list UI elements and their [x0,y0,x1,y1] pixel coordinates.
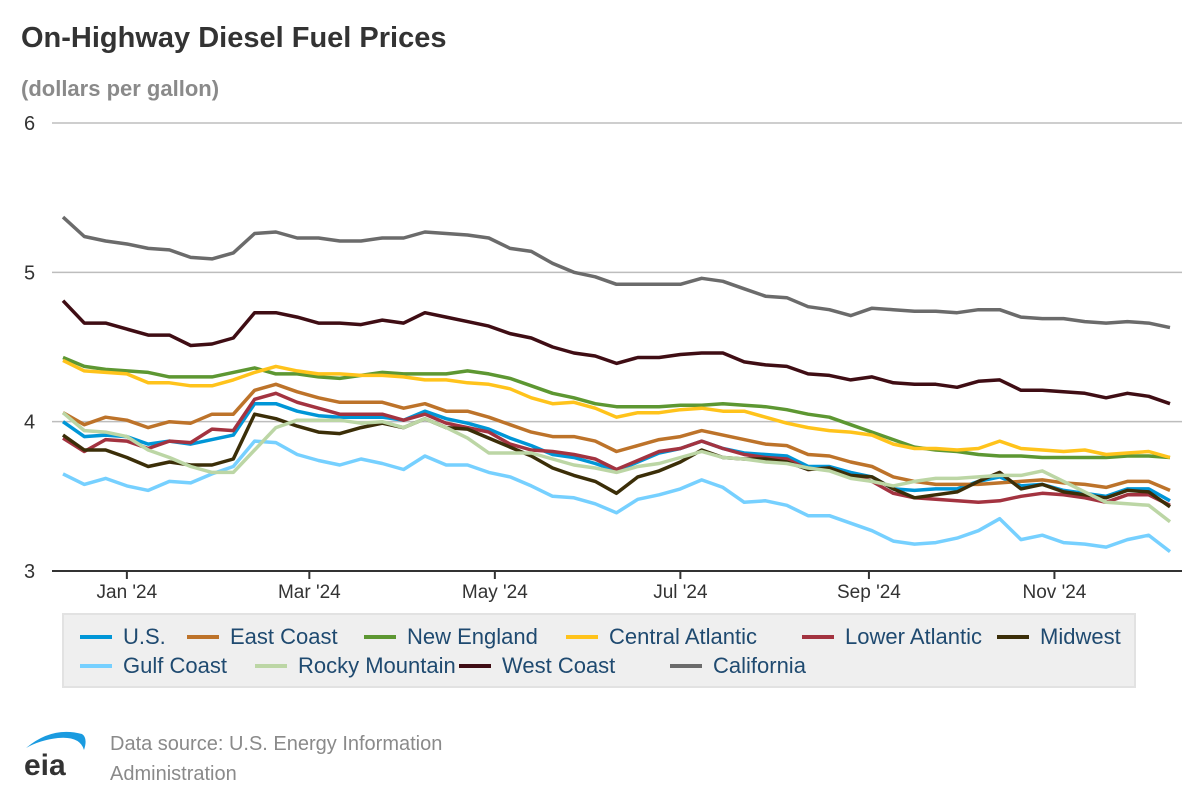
legend-swatch [802,635,834,639]
legend-swatch [255,664,287,668]
legend-item[interactable]: California [670,653,806,679]
series-line-california [61,215,1171,330]
legend: U.S. East Coast New England Central Atlanti… [62,613,1136,688]
legend-label: Lower Atlantic [845,624,982,649]
legend-label: California [713,653,806,678]
chart-title: On-Highway Diesel Fuel Prices [21,22,447,54]
series-line-central-atlantic [62,358,1171,460]
series-line-east-coast [62,382,1171,493]
legend-item[interactable]: New England [364,624,538,650]
legend-item[interactable]: Lower Atlantic [802,624,982,650]
legend-label: West Coast [502,653,616,678]
data-source: Data source: U.S. Energy Information Adm… [110,733,443,785]
series-line-west-coast [61,299,1171,406]
legend-item[interactable]: Rocky Mountain [255,653,456,679]
eia-logo: eia [24,731,86,778]
series-line-gulf-coast [62,439,1172,553]
x-tick-label: Nov '24 [1023,582,1087,603]
y-tick-label: 4 [24,412,35,434]
legend-label: Gulf Coast [123,653,227,678]
legend-swatch [566,635,598,639]
legend-item[interactable]: Midwest [997,624,1121,650]
x-tick-label: May '24 [462,582,528,603]
legend-item[interactable]: West Coast [459,653,615,679]
x-tick-label: Mar '24 [278,582,341,603]
x-tick-label: Jul '24 [653,582,708,603]
x-tick-label: Sep '24 [837,582,901,603]
legend-label: Midwest [1040,624,1121,649]
legend-swatch [80,635,112,639]
legend-label: U.S. [123,624,166,649]
legend-label: Rocky Mountain [298,653,456,678]
line-chart: 3 4 5 6 Jan '24 Mar '24 May '24 Jul '24 Sep '24 N… [24,113,1182,603]
legend-swatch [670,664,702,668]
series-line-rocky-mountain [61,411,1172,524]
legend-swatch [364,635,396,639]
y-tick-label: 3 [24,561,35,583]
legend-label: Central Atlantic [609,624,757,649]
series-line-lower-atlantic [62,391,1171,507]
legend-item[interactable]: Central Atlantic [566,624,757,650]
svg-text:eia: eia [24,749,66,778]
legend-label: East Coast [230,624,338,649]
legend-swatch [80,664,112,668]
legend-item[interactable]: Gulf Coast [80,653,227,679]
series-line-midwest [61,412,1172,509]
y-tick-label: 6 [24,113,35,135]
y-tick-label: 5 [24,262,35,284]
legend-swatch [459,664,491,668]
x-tick-label: Jan '24 [97,582,158,603]
chart-subtitle: (dollars per gallon) [21,76,220,101]
legend-swatch [997,635,1029,639]
legend-item[interactable]: East Coast [187,624,338,650]
series-line-new-england [62,355,1171,460]
legend-item[interactable]: U.S. [80,624,166,650]
legend-swatch [187,635,219,639]
legend-label: New England [407,624,538,649]
